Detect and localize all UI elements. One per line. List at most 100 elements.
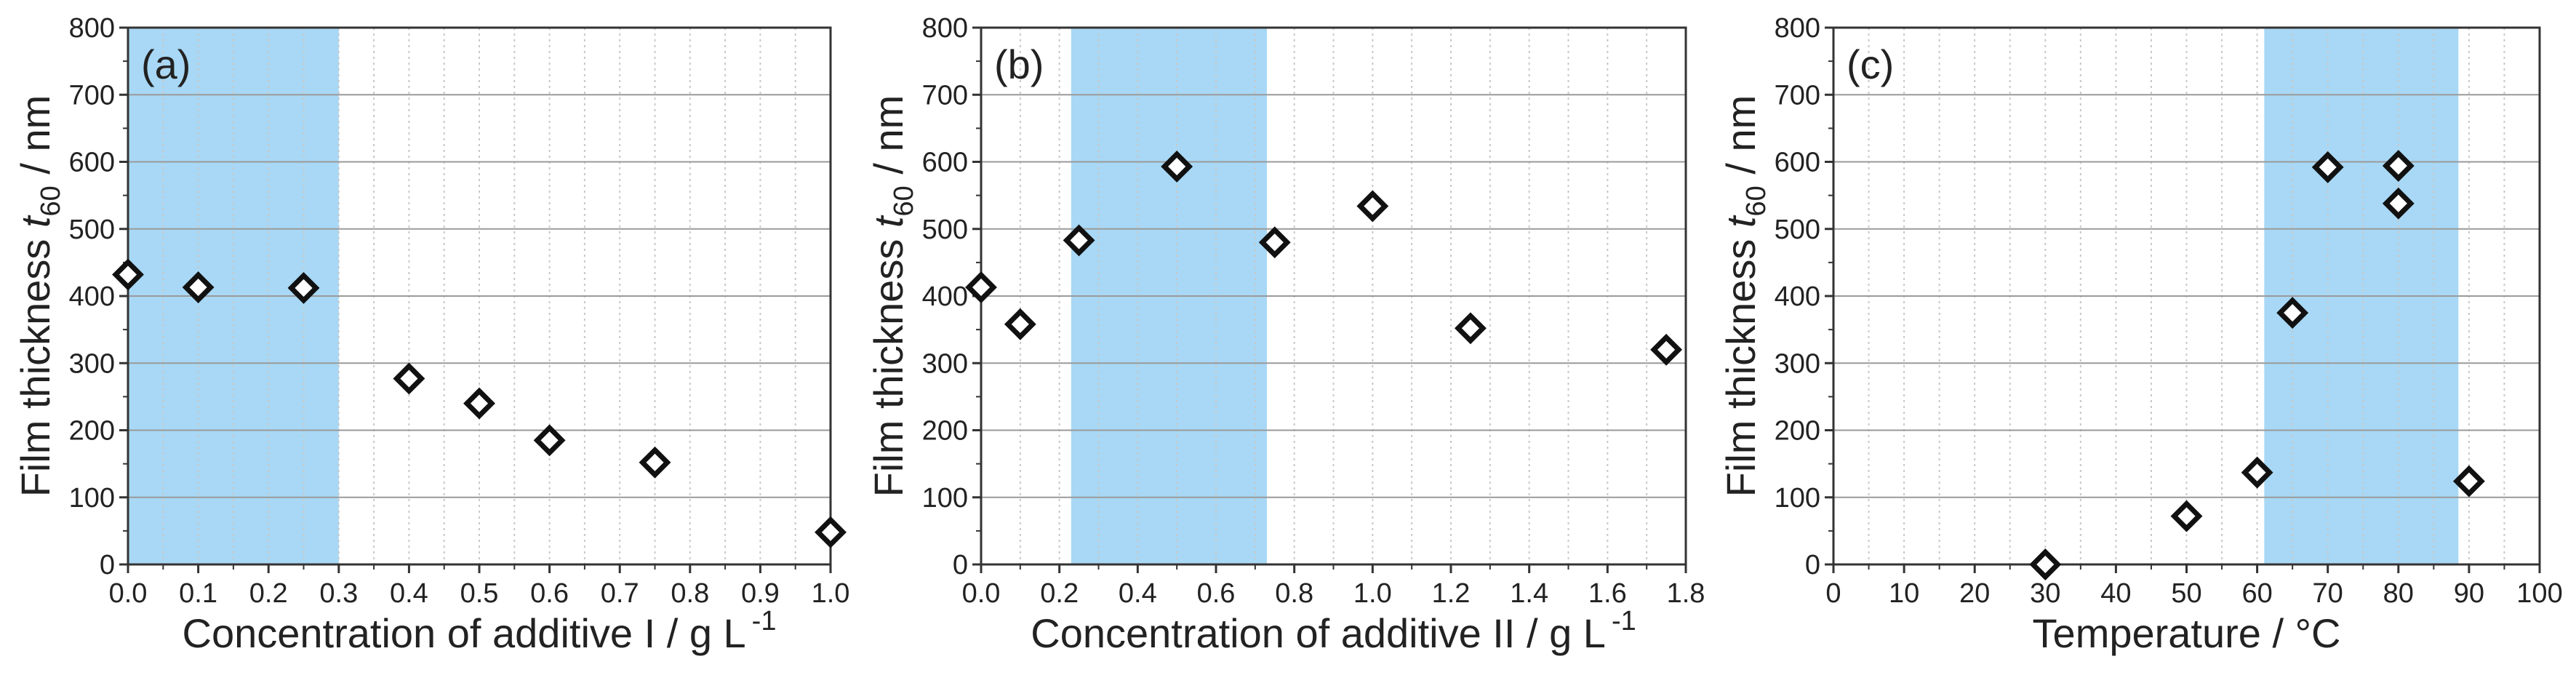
y-tick-label: 200 — [922, 416, 968, 447]
y-tick-label: 300 — [69, 348, 115, 379]
data-point — [2241, 456, 2273, 489]
y-tick-label: 400 — [1775, 281, 1820, 312]
x-tick-label: 0.3 — [319, 578, 358, 609]
data-point — [533, 424, 566, 457]
data-point — [2311, 151, 2344, 183]
y-tick-label: 0 — [1805, 550, 1820, 580]
x-tick-label: 1.0 — [812, 578, 850, 609]
x-tick-label: 20 — [1959, 578, 1990, 609]
y-tick-label: 300 — [1775, 348, 1820, 379]
data-point — [2276, 297, 2309, 329]
y-axis-label-sub: 60 — [1741, 185, 1772, 216]
x-tick-label: 0.8 — [1275, 578, 1313, 609]
data-point — [2382, 150, 2415, 182]
x-tick-label: 100 — [2516, 578, 2562, 609]
y-axis-label-sub: 60 — [889, 185, 919, 216]
x-tick-label: 0.0 — [109, 578, 148, 609]
x-axis-label-text: Temperature / °C — [2033, 610, 2341, 656]
data-point — [1356, 190, 1389, 223]
y-axis-label-main: Film thickness — [12, 228, 58, 497]
panel-label: (a) — [141, 41, 191, 87]
y-axis-label-var: t — [1718, 215, 1764, 228]
chart-panel-c: 0 10 20 30 40 50 60 70 80 90 100010020030040050060… — [1718, 13, 2563, 656]
data-point — [463, 387, 495, 420]
x-tick-label: 0.4 — [390, 578, 428, 609]
y-tick-label: 0 — [100, 550, 115, 580]
y-axis-label-unit: / nm — [865, 95, 911, 185]
y-tick-label: 200 — [69, 416, 115, 447]
x-tick-label: 50 — [2171, 578, 2201, 609]
y-tick-label: 0 — [953, 550, 968, 580]
x-tick-label: 0.9 — [741, 578, 780, 609]
data-point — [965, 271, 997, 303]
panel-label: (c) — [1847, 41, 1894, 87]
y-tick-label: 500 — [69, 215, 115, 245]
y-tick-label: 500 — [922, 215, 968, 245]
data-point — [287, 271, 320, 304]
x-axis-label-superscript: -1 — [752, 606, 777, 636]
x-tick-label: 90 — [2454, 578, 2484, 609]
y-tick-label: 800 — [1775, 13, 1820, 44]
y-axis-label: Film thickness t60 / nm — [865, 95, 919, 498]
y-tick-label: 600 — [69, 148, 115, 178]
panel-label: (b) — [994, 41, 1044, 87]
chart-panel-b: 0.0 0.2 0.4 0.6 0.8 1.0 1.2 1.4 1.6 1.8 0 100 200 300… — [865, 13, 1705, 656]
y-tick-label: 600 — [922, 148, 968, 178]
y-tick-label: 700 — [69, 80, 115, 111]
y-tick-label: 100 — [922, 483, 968, 514]
y-axis-label-var: t — [865, 215, 911, 228]
y-axis-label-unit: / nm — [12, 95, 58, 185]
y-tick-label: 100 — [1775, 483, 1820, 514]
x-tick-label: 0.5 — [460, 578, 499, 609]
y-axis-label: Film thickness t60 / nm — [1718, 95, 1772, 498]
y-tick-label: 400 — [922, 281, 968, 312]
x-axis-label-text: Concentration of additive I / g L — [183, 610, 746, 656]
x-tick-label: 0 — [1825, 578, 1841, 609]
data-point — [1004, 308, 1036, 340]
data-point — [393, 362, 425, 395]
y-tick-label: 800 — [922, 13, 968, 44]
y-tick-label: 600 — [1775, 148, 1820, 178]
x-tick-label: 10 — [1889, 578, 1919, 609]
x-tick-label: 30 — [2030, 578, 2060, 609]
data-point — [112, 258, 144, 291]
chart-panel-a: 0.0 0.1 0.2 0.3 0.4 0.5 0.6 0.7 0.8 0.9 1.0 0 100 200… — [12, 13, 849, 656]
x-axis-label-superscript: -1 — [1612, 606, 1636, 636]
x-tick-label: 0.4 — [1119, 578, 1157, 609]
data-point — [182, 271, 215, 303]
y-axis-label-sub: 60 — [36, 185, 66, 216]
data-point — [2170, 500, 2203, 532]
y-axis-label-main: Film thickness — [865, 228, 911, 497]
x-axis-label: Temperature / °C — [2033, 610, 2341, 656]
y-tick-label: 700 — [922, 80, 968, 111]
data-point — [1258, 226, 1291, 259]
x-tick-label: 80 — [2383, 578, 2414, 609]
data-point — [2029, 548, 2062, 580]
y-tick-label: 500 — [1775, 215, 1820, 245]
x-tick-label: 70 — [2313, 578, 2343, 609]
y-axis-label-var: t — [12, 215, 58, 228]
x-axis-label: Concentration of additive I / g L -1 — [183, 606, 777, 656]
x-tick-label: 0.0 — [962, 578, 1001, 609]
data-point — [639, 446, 671, 479]
y-tick-label: 300 — [922, 348, 968, 379]
x-tick-label: 1.6 — [1588, 578, 1627, 609]
data-point — [1454, 312, 1487, 345]
y-tick-label: 200 — [1775, 416, 1820, 447]
x-tick-label: 1.4 — [1510, 578, 1548, 609]
data-point — [1650, 333, 1683, 366]
x-tick-label: 40 — [2100, 578, 2131, 609]
y-tick-label: 700 — [1775, 80, 1820, 111]
y-tick-label: 400 — [69, 281, 115, 312]
y-tick-label: 100 — [69, 483, 115, 514]
x-axis-label-text: Concentration of additive II / g L — [1031, 610, 1606, 656]
y-axis-label: Film thickness t60 / nm — [12, 95, 66, 498]
x-tick-label: 1.0 — [1353, 578, 1392, 609]
x-axis-label: Concentration of additive II / g L -1 — [1031, 606, 1636, 656]
x-tick-label: 0.8 — [671, 578, 709, 609]
x-tick-label: 60 — [2241, 578, 2272, 609]
y-axis-label-main: Film thickness — [1718, 228, 1764, 497]
x-tick-label: 0.2 — [1040, 578, 1079, 609]
data-point — [2452, 465, 2485, 498]
